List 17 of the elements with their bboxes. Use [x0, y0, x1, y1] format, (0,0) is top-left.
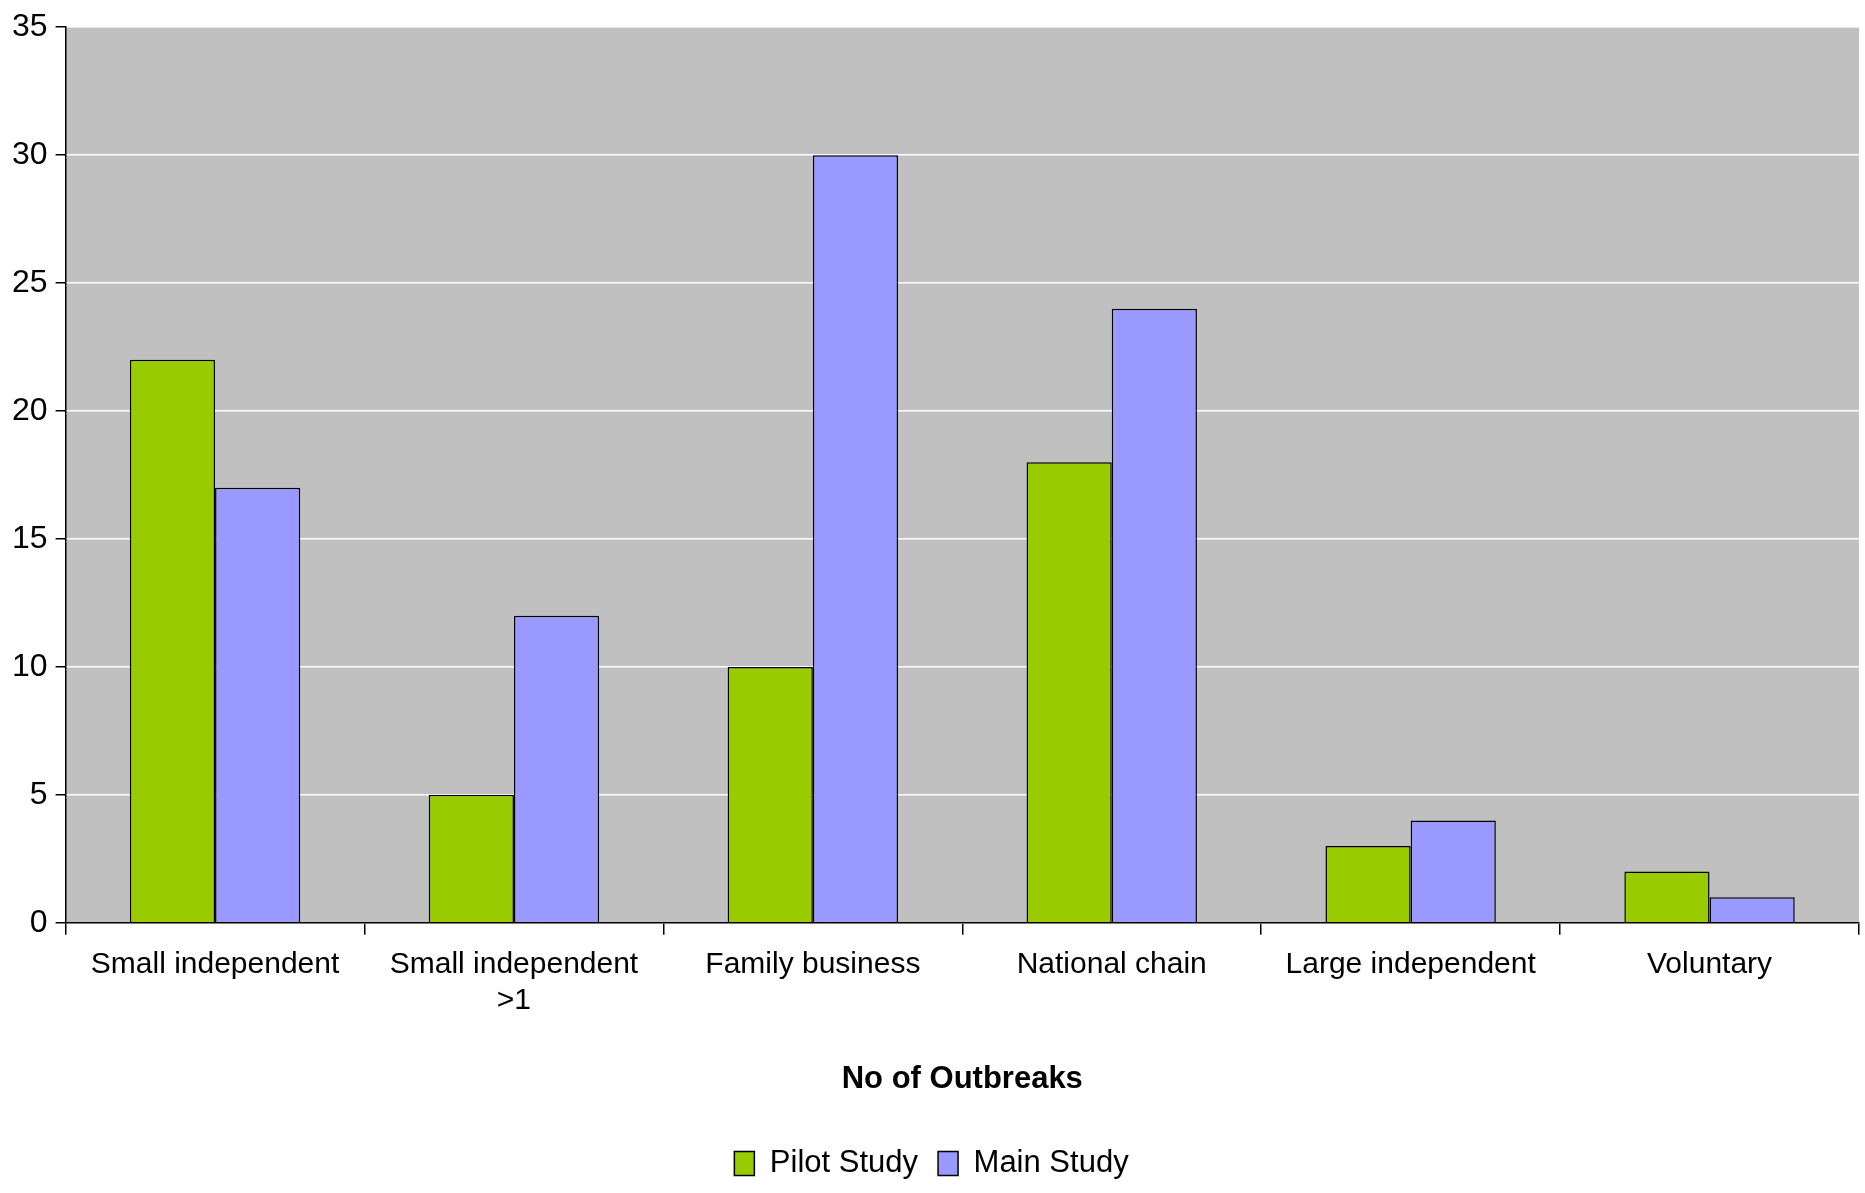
y-tick-label: 15 [12, 518, 48, 555]
y-tick-label: 10 [12, 646, 48, 683]
y-tick-label: 30 [12, 134, 48, 171]
x-axis-title: No of Outbreaks [841, 1059, 1083, 1095]
x-tick-label: Family business [705, 946, 921, 980]
y-tick-label: 0 [29, 902, 48, 939]
x-tick-label: Small independent >1 [389, 946, 639, 1016]
legend-label: Pilot Study [769, 1144, 919, 1180]
y-tick-label: 5 [29, 774, 48, 811]
x-tick-label: Large independent [1285, 946, 1537, 980]
x-tick-label: Small independent [90, 946, 340, 980]
y-tick-label: 25 [12, 262, 48, 299]
x-tick-label: National chain [1016, 946, 1207, 980]
y-tick-label: 20 [12, 390, 48, 427]
x-tick-label: Voluntary [1647, 946, 1773, 980]
y-tick-label: 35 [12, 7, 48, 44]
legend-label: Main Study [973, 1144, 1130, 1180]
